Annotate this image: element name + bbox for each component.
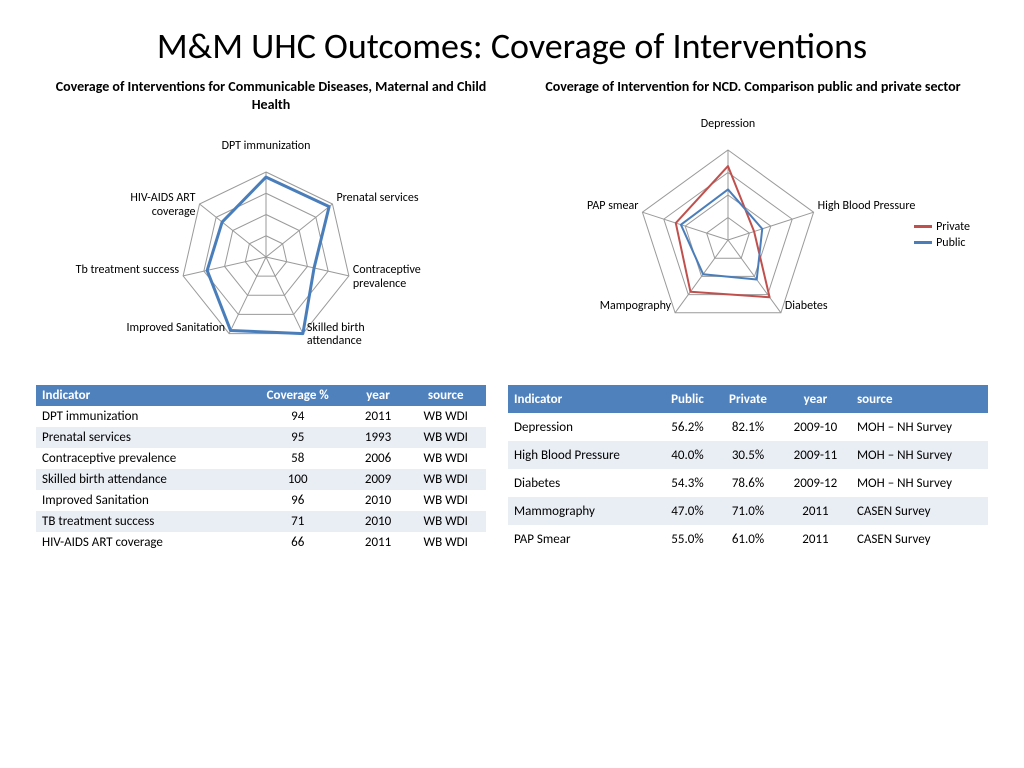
table-cell: Mammography [508,497,659,525]
table-cell: 30.5% [716,441,780,469]
table-row: PAP Smear55.0%61.0%2011CASEN Survey [508,525,988,553]
table-cell: Improved Sanitation [36,490,245,511]
table-cell: WB WDI [405,427,486,448]
table-cell: WB WDI [405,469,486,490]
table-cell: WB WDI [405,532,486,553]
table-cell: 2010 [351,490,406,511]
table-cell: 56.2% [659,413,716,441]
table-cell: WB WDI [405,406,486,427]
table-header-cell: year [351,385,406,406]
table-row: Diabetes54.3%78.6%2009-12MOH – NH Survey [508,469,988,497]
table-cell: MOH – NH Survey [851,413,988,441]
table-cell: WB WDI [405,490,486,511]
table-header-cell: Public [659,385,716,413]
table-cell: 96 [245,490,351,511]
table-cell: CASEN Survey [851,497,988,525]
radar-axis-label: Diabetes [785,300,895,314]
radar-axis-label: High Blood Pressure [818,200,928,214]
table-row: High Blood Pressure40.0%30.5%2009-11MOH … [508,441,988,469]
table-cell: 71 [245,511,351,532]
chart-left-title: Coverage of Interventions for Communicab… [36,78,506,113]
table-cell: 2011 [351,532,406,553]
chart-right-title: Coverage of Intervention for NCD. Compar… [518,78,988,96]
table-cell: 71.0% [716,497,780,525]
table-cell: 47.0% [659,497,716,525]
table-cell: 2011 [351,406,406,427]
table-cell: 1993 [351,427,406,448]
table-row: DPT immunization942011WB WDI [36,406,486,427]
table-cell: Skilled birth attendance [36,469,245,490]
table-left: IndicatorCoverage %yearsourceDPT immuniz… [36,385,486,553]
table-header-cell: source [851,385,988,413]
table-cell: 58 [245,448,351,469]
table-row: Mammography47.0%71.0%2011CASEN Survey [508,497,988,525]
table-cell: 2009-10 [780,413,851,441]
table-cell: 2006 [351,448,406,469]
table-cell: Prenatal services [36,427,245,448]
tables-row: IndicatorCoverage %yearsourceDPT immuniz… [0,377,1024,553]
table-header-cell: source [405,385,486,406]
table-cell: 2009-11 [780,441,851,469]
table-row: Prenatal services951993WB WDI [36,427,486,448]
table-cell: Contraceptive prevalence [36,448,245,469]
table-cell: MOH – NH Survey [851,441,988,469]
table-cell: DPT immunization [36,406,245,427]
table-cell: 2009 [351,469,406,490]
table-cell: Depression [508,413,659,441]
table-cell: HIV-AIDS ART coverage [36,532,245,553]
radar-axis-label: DPT immunization [211,140,321,154]
radar-axis-label: Prenatal services [336,192,446,206]
table-row: TB treatment success712010WB WDI [36,511,486,532]
table-cell: 2011 [780,497,851,525]
table-cell: TB treatment success [36,511,245,532]
table-cell: 82.1% [716,413,780,441]
table-cell: 94 [245,406,351,427]
radar-chart-right: Private Public DepressionHigh Blood Pres… [518,100,978,360]
table-cell: 78.6% [716,469,780,497]
table-right: IndicatorPublicPrivateyearsourceDepressi… [508,385,988,553]
table-cell: 66 [245,532,351,553]
table-header-cell: Coverage % [245,385,351,406]
radar-axis-label: HIV-AIDS ART coverage [86,192,196,220]
radar-axis-label: Depression [673,118,783,132]
table-cell: 2010 [351,511,406,532]
table-row: HIV-AIDS ART coverage662011WB WDI [36,532,486,553]
radar-axis-label: Improved Sanitation [115,322,225,336]
page-title: M&M UHC Outcomes: Coverage of Interventi… [0,0,1024,78]
table-row: Contraceptive prevalence582006WB WDI [36,448,486,469]
table-row: Depression56.2%82.1%2009-10MOH – NH Surv… [508,413,988,441]
table-cell: MOH – NH Survey [851,469,988,497]
table-cell: 100 [245,469,351,490]
table-cell: 55.0% [659,525,716,553]
table-cell: 61.0% [716,525,780,553]
table-header-cell: Private [716,385,780,413]
table-header-cell: Indicator [36,385,245,406]
table-cell: 95 [245,427,351,448]
table-cell: 2011 [780,525,851,553]
chart-left-panel: Coverage of Interventions for Communicab… [36,78,506,377]
table-cell: 40.0% [659,441,716,469]
table-cell: High Blood Pressure [508,441,659,469]
charts-row: Coverage of Interventions for Communicab… [0,78,1024,377]
table-cell: PAP Smear [508,525,659,553]
table-cell: WB WDI [405,511,486,532]
radar-axis-label: Mampography [561,300,671,314]
table-row: Skilled birth attendance1002009WB WDI [36,469,486,490]
table-header-cell: year [780,385,851,413]
radar-axis-label: Contraceptive prevalence [353,264,463,292]
table-cell: 2009-12 [780,469,851,497]
table-cell: 54.3% [659,469,716,497]
table-header-cell: Indicator [508,385,659,413]
chart-right-panel: Coverage of Intervention for NCD. Compar… [518,78,988,377]
table-row: Improved Sanitation962010WB WDI [36,490,486,511]
radar-axis-label: PAP smear [528,200,638,214]
radar-axis-label: Skilled birth attendance [307,322,417,350]
table-cell: Diabetes [508,469,659,497]
radar-chart-left: DPT immunization Prenatal services Contrac… [36,117,496,377]
table-cell: WB WDI [405,448,486,469]
radar-axis-label: Tb treatment success [69,264,179,278]
table-cell: CASEN Survey [851,525,988,553]
